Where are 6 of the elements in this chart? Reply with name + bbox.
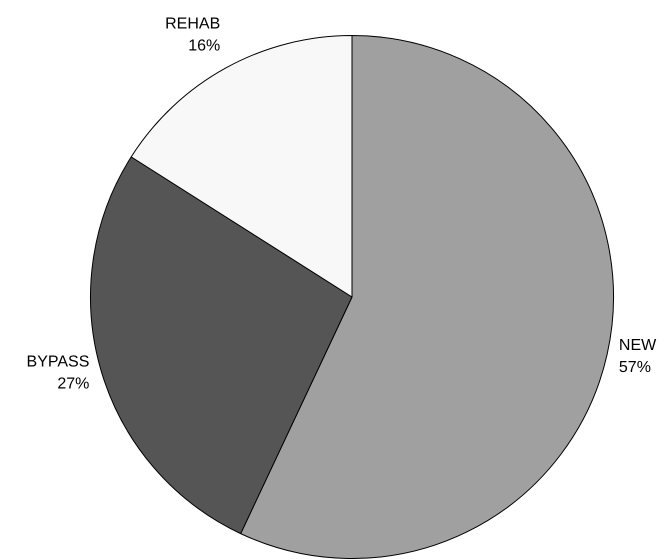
data-label: 16% <box>188 38 220 55</box>
slice-label: REHAB <box>165 16 220 33</box>
data-label: 27% <box>57 376 90 393</box>
slice-label: NEW <box>618 337 658 354</box>
slice-label: BYPASS <box>26 354 90 371</box>
data-label: 57% <box>618 359 651 376</box>
